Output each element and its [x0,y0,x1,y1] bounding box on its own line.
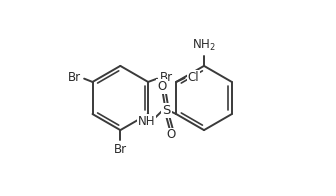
Text: NH$_2$: NH$_2$ [192,38,216,53]
Text: Br: Br [159,71,173,84]
Text: Br: Br [68,71,81,84]
Text: NH: NH [138,115,155,128]
Text: Cl: Cl [187,71,199,83]
Text: Br: Br [114,143,127,156]
Text: O: O [157,80,166,93]
Text: S: S [162,104,170,117]
Text: O: O [166,128,175,142]
